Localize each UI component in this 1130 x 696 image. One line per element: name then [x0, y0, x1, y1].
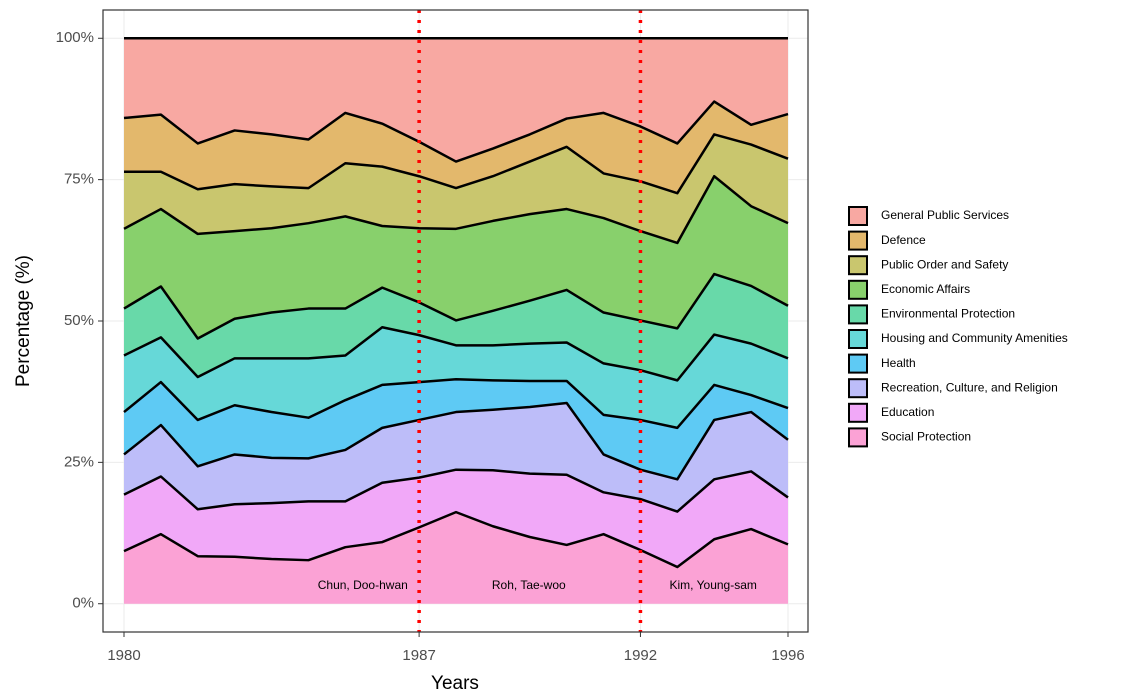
legend-key: [848, 378, 868, 399]
annotation: Kim, Young-sam: [670, 578, 757, 592]
y-tick-label: 75%: [64, 171, 94, 188]
x-tick-label: 1996: [771, 647, 804, 664]
legend-label: Education: [881, 405, 934, 419]
area-edge: [124, 133, 789, 195]
area: [124, 402, 788, 512]
y-tick-label: 100%: [56, 29, 94, 46]
legend-key: [848, 329, 868, 349]
legend-key: [848, 230, 868, 251]
area-edge: [123, 468, 789, 513]
legend-key: [848, 279, 868, 300]
area-edge: [123, 377, 789, 430]
area: [124, 327, 788, 428]
area: [124, 101, 788, 194]
area: [124, 379, 788, 480]
y-tick-label: 0%: [72, 595, 94, 612]
area-edge: [123, 272, 789, 340]
legend-label: Environmental Protection: [881, 307, 1015, 321]
y-axis-title: Percentage (%): [13, 255, 34, 387]
panel-border: [102, 9, 809, 633]
area: [124, 38, 788, 162]
area-edge: [123, 174, 789, 245]
area: [124, 176, 788, 339]
area: [124, 274, 788, 381]
x-tick-label: 1992: [624, 647, 657, 664]
area: [124, 512, 788, 604]
legend-label: Social Protection: [881, 430, 971, 444]
legend-label: Economic Affairs: [881, 282, 970, 296]
area-edge: [123, 510, 789, 569]
x-tick-label: 1987: [402, 647, 435, 664]
legend-label: Health: [881, 356, 916, 370]
y-tick-label: 50%: [64, 312, 94, 329]
legend-key: [848, 206, 868, 226]
legend-key: [848, 353, 868, 374]
annotation: Chun, Doo-hwan: [318, 578, 408, 592]
legend-key: [848, 304, 868, 325]
area-edge: [123, 100, 789, 163]
area-edge: [123, 401, 789, 481]
area: [124, 469, 788, 567]
x-tick-label: 1980: [107, 647, 140, 664]
legend-key: [848, 427, 868, 448]
legend-label: Defence: [881, 233, 926, 247]
annotation: Roh, Tae-woo: [492, 578, 566, 592]
legend-key: [848, 255, 868, 276]
x-axis-title: Years: [431, 673, 479, 694]
legend-key: [848, 402, 868, 423]
y-tick-label: 25%: [64, 453, 94, 470]
legend-label: General Public Services: [881, 208, 1009, 222]
legend-label: Housing and Community Amenities: [881, 331, 1068, 345]
legend-label: Recreation, Culture, and Religion: [881, 380, 1058, 394]
legend-label: Public Order and Safety: [881, 257, 1008, 271]
area-edge: [123, 325, 789, 382]
